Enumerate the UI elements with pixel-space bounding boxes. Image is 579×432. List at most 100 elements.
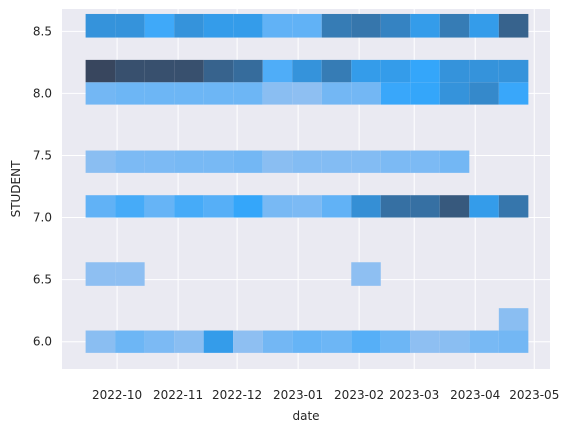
heatmap-cell bbox=[498, 195, 529, 218]
x-axis-label: date bbox=[292, 409, 319, 423]
heatmap-cell bbox=[439, 82, 470, 105]
heatmap-cell bbox=[292, 59, 322, 83]
heatmap-cell bbox=[410, 150, 440, 173]
heatmap-cell bbox=[115, 13, 145, 38]
x-tick-label: 2022-11 bbox=[153, 388, 203, 402]
heatmap-cell bbox=[351, 150, 381, 173]
heatmap-cell bbox=[321, 82, 352, 105]
heatmap-cell bbox=[498, 13, 529, 38]
x-tick-label: 2023-05 bbox=[509, 388, 559, 402]
heatmap-cell bbox=[115, 59, 145, 83]
heatmap-cell bbox=[144, 13, 175, 38]
heatmap-cell bbox=[469, 195, 499, 218]
heatmap-cell bbox=[292, 13, 322, 38]
heatmap-cell bbox=[380, 330, 411, 353]
heatmap-cell bbox=[203, 330, 234, 353]
heatmap-cell bbox=[262, 195, 293, 218]
heatmap-cell bbox=[144, 82, 175, 105]
heatmap-cell bbox=[144, 150, 175, 173]
heatmap-cell bbox=[351, 82, 381, 105]
heatmap-cell bbox=[203, 59, 234, 83]
heatmap-cell bbox=[174, 59, 204, 83]
heatmap-cell bbox=[380, 59, 411, 83]
y-tick-label: 7.5 bbox=[33, 148, 52, 162]
heatmap-cell bbox=[321, 13, 352, 38]
heatmap-cell bbox=[233, 13, 263, 38]
heatmap-cell bbox=[439, 13, 470, 38]
heatmap-cell bbox=[85, 262, 116, 286]
heatmap-cell bbox=[321, 59, 352, 83]
x-tick-label: 2023-04 bbox=[450, 388, 500, 402]
heatmap-cell bbox=[85, 82, 116, 105]
x-tick-label: 2022-10 bbox=[92, 388, 142, 402]
heatmap-cell bbox=[321, 150, 352, 173]
x-tick-labels: 2022-10 2022-11 2022-12 2023-01 2023-02 2023-… bbox=[92, 388, 559, 402]
heatmap-cell bbox=[144, 195, 175, 218]
heatmap-cell bbox=[233, 59, 263, 83]
x-tick-label: 2023-01 bbox=[273, 388, 323, 402]
heatmap-cell bbox=[85, 13, 116, 38]
heatmap-cell bbox=[321, 330, 352, 353]
heatmap-cell bbox=[439, 330, 470, 353]
heatmap-cell bbox=[262, 330, 293, 353]
y-tick-labels: 6.0 6.5 7.0 7.5 8.0 8.5 bbox=[33, 24, 52, 348]
heatmap-cell bbox=[410, 82, 440, 105]
heatmap-cell bbox=[321, 195, 352, 218]
heatmap-cell bbox=[174, 150, 204, 173]
heatmap-cell bbox=[292, 82, 322, 105]
heatmap-cell bbox=[498, 308, 529, 331]
heatmap-cell bbox=[469, 59, 499, 83]
heatmap-cell bbox=[351, 13, 381, 38]
heatmap-cell bbox=[115, 82, 145, 105]
heatmap-cell bbox=[410, 59, 440, 83]
heatmap-cell bbox=[233, 330, 263, 353]
heatmap-cell bbox=[292, 195, 322, 218]
heatmap-cell bbox=[233, 150, 263, 173]
heatmap-cells bbox=[85, 13, 529, 353]
y-tick-label: 8.0 bbox=[33, 86, 52, 100]
heatmap-cell bbox=[115, 262, 145, 286]
heatmap-cell bbox=[85, 195, 116, 218]
y-tick-label: 6.5 bbox=[33, 273, 52, 287]
heatmap-cell bbox=[380, 150, 411, 173]
y-tick-label: 6.0 bbox=[33, 335, 52, 349]
heatmap-cell bbox=[380, 195, 411, 218]
heatmap-cell bbox=[262, 13, 293, 38]
heatmap-cell bbox=[144, 59, 175, 83]
x-tick-label: 2022-12 bbox=[212, 388, 262, 402]
heatmap-cell bbox=[233, 82, 263, 105]
heatmap-cell bbox=[380, 82, 411, 105]
heatmap-cell bbox=[85, 150, 116, 173]
x-tick-label: 2023-02 bbox=[334, 388, 384, 402]
heatmap-cell bbox=[292, 150, 322, 173]
heatmap-cell bbox=[439, 150, 470, 173]
heatmap-cell bbox=[115, 195, 145, 218]
y-axis-label: STUDENT bbox=[9, 160, 23, 218]
heatmap-cell bbox=[410, 13, 440, 38]
x-tick-label: 2023-03 bbox=[389, 388, 439, 402]
heatmap-cell bbox=[115, 330, 145, 353]
heatmap-cell bbox=[439, 59, 470, 83]
heatmap-cell bbox=[174, 330, 204, 353]
heatmap-cell bbox=[262, 82, 293, 105]
heatmap-cell bbox=[351, 330, 381, 353]
heatmap-cell bbox=[262, 59, 293, 83]
heatmap-cell bbox=[498, 330, 529, 353]
heatmap-cell bbox=[144, 330, 175, 353]
heatmap-cell bbox=[203, 82, 234, 105]
heatmap-cell bbox=[174, 13, 204, 38]
heatmap-cell bbox=[85, 330, 116, 353]
heatmap-cell bbox=[469, 82, 499, 105]
heatmap-cell bbox=[469, 13, 499, 38]
heatmap-cell bbox=[262, 150, 293, 173]
heatmap-cell bbox=[203, 13, 234, 38]
heatmap-cell bbox=[233, 195, 263, 218]
heatmap-cell bbox=[439, 195, 470, 218]
y-tick-label: 8.5 bbox=[33, 24, 52, 38]
y-tick-label: 7.0 bbox=[33, 211, 52, 225]
heatmap-cell bbox=[351, 195, 381, 218]
heatmap-cell bbox=[292, 330, 322, 353]
heatmap-cell bbox=[174, 195, 204, 218]
heatmap-cell bbox=[85, 59, 116, 83]
